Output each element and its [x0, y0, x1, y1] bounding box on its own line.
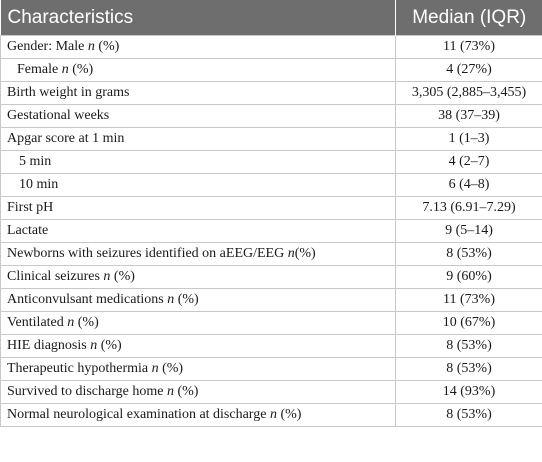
row-label-text: Apgar score at 1 min	[7, 131, 125, 146]
row-value-cell: 6 (4–8)	[395, 173, 542, 197]
row-label-cell: Clinical seizures n (%)	[0, 265, 396, 289]
row-label-cell: Newborns with seizures identified on aEE…	[0, 242, 396, 266]
table-row: Clinical seizures n (%) 9 (60%)	[0, 265, 542, 289]
row-label-suffix: (%)	[74, 315, 99, 330]
row-label-text: Therapeutic hypothermia	[7, 361, 152, 376]
row-label-cell: Therapeutic hypothermia n (%)	[0, 357, 396, 381]
row-label-suffix: (%)	[276, 407, 302, 422]
table-row: Birth weight in grams 3,305 (2,885–3,455)	[0, 81, 542, 105]
row-label-suffix: (%)	[173, 384, 199, 399]
table-row: Therapeutic hypothermia n (%) 8 (53%)	[0, 357, 542, 381]
row-value-cell: 11 (73%)	[395, 288, 542, 312]
row-value-cell: 4 (27%)	[395, 58, 542, 82]
row-label-text: Birth weight in grams	[7, 85, 130, 100]
row-label-italic-n: n	[61, 62, 69, 77]
row-label-cell: Survived to discharge home n (%)	[0, 380, 396, 404]
row-label-cell: Ventilated n (%)	[0, 311, 396, 335]
row-value-cell: 9 (5–14)	[395, 219, 542, 243]
row-label-cell: 10 min	[0, 173, 396, 197]
row-label-italic-n: n	[103, 269, 111, 284]
row-label-suffix: (%)	[174, 292, 199, 307]
row-value-cell: 8 (53%)	[395, 357, 542, 381]
table-row: Anticonvulsant medications n (%) 11 (73%)	[0, 288, 542, 312]
row-value-cell: 8 (53%)	[395, 242, 542, 266]
table-row: Lactate 9 (5–14)	[0, 219, 542, 243]
row-label-italic-n: n	[166, 384, 174, 399]
row-label-text: Gestational weeks	[7, 108, 110, 123]
table-row: HIE diagnosis n (%) 8 (53%)	[0, 334, 542, 358]
row-label-suffix: (%)	[94, 39, 120, 54]
row-label-cell: Apgar score at 1 min	[0, 127, 396, 151]
row-label-cell: Gestational weeks	[0, 104, 396, 128]
row-label-cell: Anticonvulsant medications n (%)	[0, 288, 396, 312]
row-value-cell: 10 (67%)	[395, 311, 542, 335]
row-label-text: 5 min	[19, 154, 52, 169]
row-value-cell: 11 (73%)	[395, 35, 542, 59]
row-label-cell: First pH	[0, 196, 396, 220]
row-label-cell: Birth weight in grams	[0, 81, 396, 105]
table-row: Ventilated n (%) 10 (67%)	[0, 311, 542, 335]
row-value-cell: 8 (53%)	[395, 403, 542, 427]
row-label-italic-n: n	[287, 246, 295, 261]
row-label-text: Ventilated	[7, 315, 68, 330]
row-label-italic-n: n	[269, 407, 277, 422]
row-label-text: Gender: Male	[7, 39, 88, 54]
row-label-italic-n: n	[90, 338, 98, 353]
row-label-cell: Female n (%)	[0, 58, 396, 82]
row-value-cell: 38 (37–39)	[395, 104, 542, 128]
row-label-text: Anticonvulsant medications	[7, 292, 168, 307]
table-body: Gender: Male n (%) 11 (73%) Female n (%) 4 …	[0, 35, 542, 427]
row-value-cell: 1 (1–3)	[395, 127, 542, 151]
row-label-cell: 5 min	[0, 150, 396, 174]
header-median-iqr: Median (IQR)	[395, 0, 542, 36]
table-row: Apgar score at 1 min 1 (1–3)	[0, 127, 542, 151]
row-label-cell: HIE diagnosis n (%)	[0, 334, 396, 358]
row-label-italic-n: n	[67, 315, 75, 330]
row-label-text: Survived to discharge home	[7, 384, 167, 399]
row-label-cell: Gender: Male n (%)	[0, 35, 396, 59]
row-label-cell: Lactate	[0, 219, 396, 243]
table-row: 10 min 6 (4–8)	[0, 173, 542, 197]
table-row: First pH 7.13 (6.91–7.29)	[0, 196, 542, 220]
row-label-cell: Normal neurological examination at disch…	[0, 403, 396, 427]
row-value-cell: 8 (53%)	[395, 334, 542, 358]
row-value-cell: 7.13 (6.91–7.29)	[395, 196, 542, 220]
row-label-italic-n: n	[87, 39, 95, 54]
row-label-text: Newborns with seizures identified on aEE…	[7, 246, 288, 261]
table-row: Newborns with seizures identified on aEE…	[0, 242, 542, 266]
row-value-cell: 14 (93%)	[395, 380, 542, 404]
table-row: Survived to discharge home n (%) 14 (93%)	[0, 380, 542, 404]
row-label-text: Female	[17, 62, 62, 77]
row-value-cell: 4 (2–7)	[395, 150, 542, 174]
row-label-text: Normal neurological examination at disch…	[7, 407, 270, 422]
table-header-row: Characteristics Median (IQR)	[0, 0, 542, 36]
row-label-text: Lactate	[7, 223, 49, 238]
row-label-suffix: (%)	[294, 246, 316, 261]
row-label-italic-n: n	[151, 361, 159, 376]
table-row: Gestational weeks 38 (37–39)	[0, 104, 542, 128]
header-characteristics: Characteristics	[0, 0, 396, 36]
row-label-text: Clinical seizures	[7, 269, 104, 284]
table-row: Normal neurological examination at disch…	[0, 403, 542, 427]
row-label-italic-n: n	[167, 292, 175, 307]
table-row: 5 min 4 (2–7)	[0, 150, 542, 174]
row-label-suffix: (%)	[158, 361, 184, 376]
row-value-cell: 9 (60%)	[395, 265, 542, 289]
table-row: Gender: Male n (%) 11 (73%)	[0, 35, 542, 59]
row-label-text: HIE diagnosis	[7, 338, 91, 353]
row-label-suffix: (%)	[97, 338, 122, 353]
characteristics-table: Characteristics Median (IQR) Gender: Mal…	[0, 0, 542, 427]
row-label-text: 10 min	[19, 177, 59, 192]
row-label-suffix: (%)	[110, 269, 135, 284]
row-value-cell: 3,305 (2,885–3,455)	[395, 81, 542, 105]
table-row: Female n (%) 4 (27%)	[0, 58, 542, 82]
row-label-text: First pH	[7, 200, 54, 215]
row-label-suffix: (%)	[68, 62, 94, 77]
